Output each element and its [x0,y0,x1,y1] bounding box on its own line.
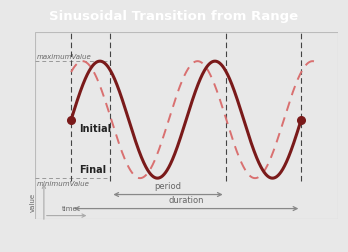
Text: value: value [30,192,36,211]
Text: maximumValue: maximumValue [36,54,91,60]
Text: Final: Final [79,164,106,174]
Text: time: time [62,205,78,211]
Text: Initial: Initial [79,123,111,133]
Text: period: period [155,182,182,191]
Text: Sinusoidal Transition from Range: Sinusoidal Transition from Range [49,10,299,23]
Text: duration: duration [168,196,204,205]
Text: minimumValue: minimumValue [36,180,89,186]
